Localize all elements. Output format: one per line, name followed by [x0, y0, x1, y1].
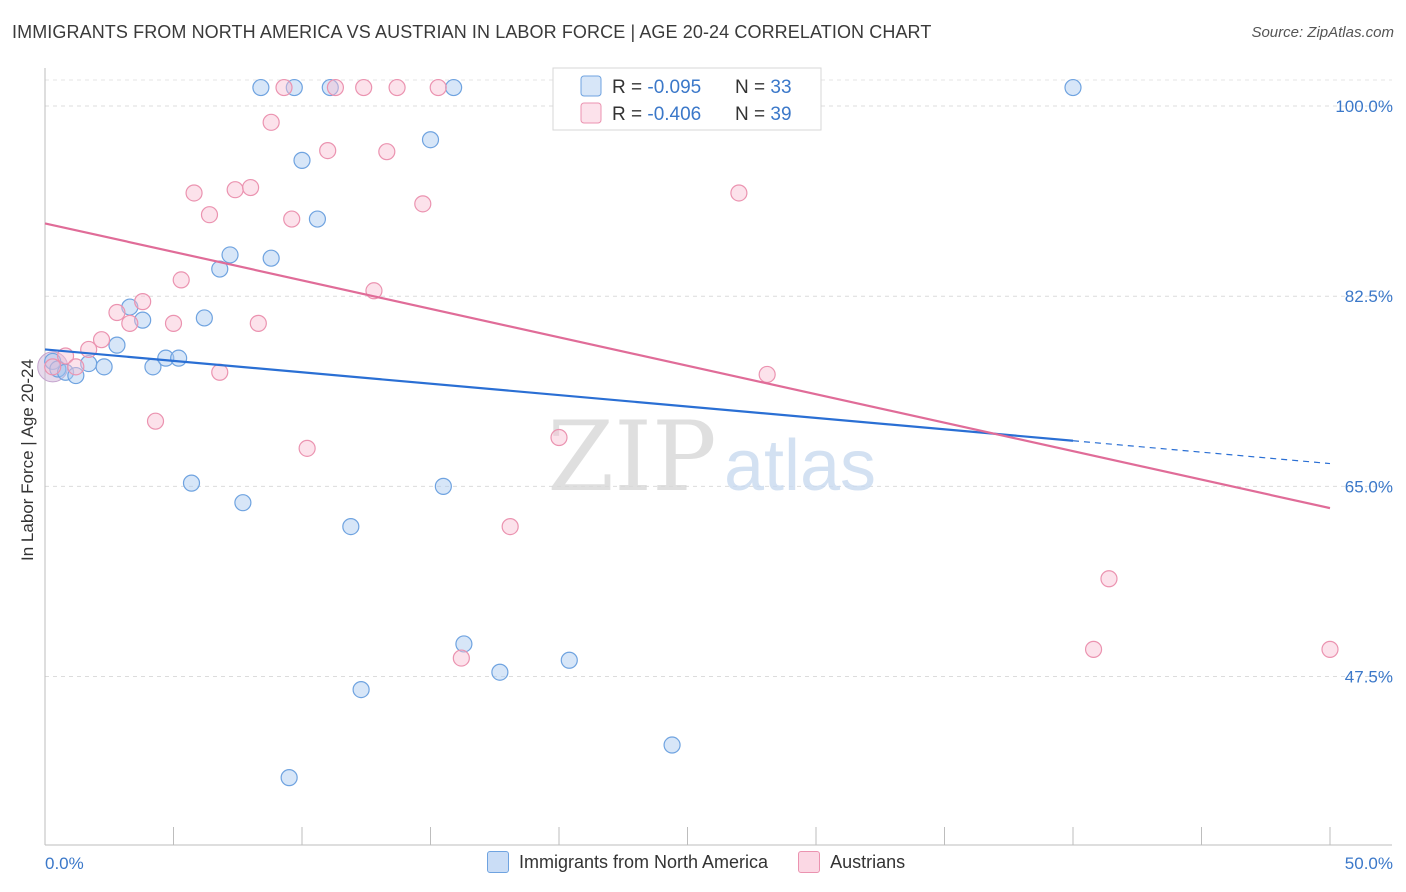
data-point	[182, 474, 201, 492]
data-point	[146, 412, 165, 430]
data-point	[1084, 640, 1103, 658]
legend-n-text: N = 33	[735, 77, 792, 98]
data-point	[200, 206, 219, 224]
legend-swatch	[580, 102, 602, 124]
n-value: 39	[770, 104, 791, 125]
data-point	[491, 663, 509, 681]
n-value: 33	[770, 77, 791, 98]
data-point	[108, 303, 126, 322]
legend-swatch	[580, 75, 602, 97]
data-point	[44, 358, 62, 376]
data-point	[95, 358, 113, 376]
data-point	[455, 635, 473, 653]
data-point	[758, 365, 776, 384]
data-point	[421, 131, 440, 149]
legend-stat-text: R = -0.095	[612, 77, 701, 98]
y-tick-label: 82.5%	[1345, 287, 1393, 306]
data-point	[434, 477, 452, 495]
data-point	[280, 769, 298, 787]
data-point	[242, 178, 260, 197]
y-tick-label: 47.5%	[1345, 668, 1393, 687]
legend-label-austrians: Austrians	[830, 851, 906, 872]
chart-title: IMMIGRANTS FROM NORTH AMERICA VS AUSTRIA…	[12, 22, 932, 42]
data-point	[326, 78, 345, 97]
data-point	[319, 141, 337, 160]
data-point	[108, 336, 126, 354]
data-point	[501, 517, 519, 536]
y-tick-label: 100.0%	[1335, 97, 1393, 116]
data-point	[663, 736, 681, 754]
data-point	[445, 78, 463, 97]
data-point	[355, 78, 373, 97]
legend-stat-text: R = -0.406	[612, 104, 701, 125]
series-blue	[44, 78, 1082, 787]
data-point	[226, 181, 244, 199]
data-point	[92, 331, 111, 349]
data-point	[157, 349, 175, 367]
legend-swatch-pink	[798, 851, 821, 873]
data-point	[252, 78, 270, 97]
data-point	[429, 78, 447, 97]
r-value: -0.406	[647, 104, 701, 125]
data-point	[560, 651, 578, 669]
r-label: R =	[612, 77, 647, 98]
data-point	[352, 680, 370, 699]
data-point	[452, 649, 470, 667]
data-point	[164, 314, 183, 332]
data-point	[342, 517, 360, 536]
legend-item-immigrants: Immigrants from North America	[487, 851, 768, 873]
data-point	[730, 184, 748, 202]
data-point	[249, 314, 267, 332]
data-point	[262, 113, 280, 131]
trend-line-austrians	[44, 222, 1331, 510]
data-point	[211, 363, 229, 381]
source-credit: Source: ZipAtlas.com	[1251, 24, 1394, 41]
data-point	[172, 271, 190, 289]
series-pink	[44, 78, 1339, 667]
data-point	[293, 151, 311, 169]
legend-box	[552, 67, 822, 131]
x-tick-label: 50.0%	[1345, 854, 1393, 873]
x-tick-label: 0.0%	[45, 854, 84, 873]
data-point	[283, 210, 301, 228]
data-point	[234, 494, 252, 512]
data-point	[275, 78, 293, 97]
data-point	[221, 246, 239, 264]
legend-label-immigrants: Immigrants from North America	[519, 851, 769, 872]
data-point	[121, 314, 139, 332]
data-point	[67, 366, 85, 385]
trend-line-immigrants	[44, 348, 1074, 442]
y-tick-label: 65.0%	[1345, 477, 1393, 496]
data-point	[134, 311, 152, 329]
data-point	[195, 309, 213, 327]
n-label: N =	[735, 104, 770, 125]
data-point	[134, 293, 152, 311]
data-point	[1321, 640, 1339, 658]
legend-n-text: N = 39	[735, 104, 792, 125]
data-point	[378, 143, 396, 161]
watermark-atlas: atlas	[724, 426, 876, 506]
y-axis-label: In Labor Force | Age 20-24	[18, 359, 37, 561]
data-point	[298, 439, 316, 457]
data-point	[185, 184, 203, 202]
data-point	[550, 428, 568, 447]
data-point	[1064, 78, 1082, 97]
data-point	[1100, 570, 1118, 588]
data-point	[414, 195, 432, 213]
data-point	[388, 78, 406, 97]
data-point	[170, 349, 188, 367]
top-legend: R = -0.095 N = 33 R = -0.406 N = 39	[552, 67, 822, 131]
data-point	[321, 78, 339, 97]
r-value: -0.095	[647, 77, 701, 98]
data-point	[67, 358, 85, 376]
legend-swatch-blue	[487, 851, 509, 873]
data-point	[308, 210, 327, 228]
legend-item-austrians: Austrians	[798, 851, 905, 873]
data-point	[262, 249, 280, 267]
watermark-zip: ZIP	[547, 401, 716, 513]
r-label: R =	[612, 104, 647, 125]
bottom-legend: Immigrants from North America Austrians	[487, 851, 935, 873]
n-label: N =	[735, 77, 770, 98]
